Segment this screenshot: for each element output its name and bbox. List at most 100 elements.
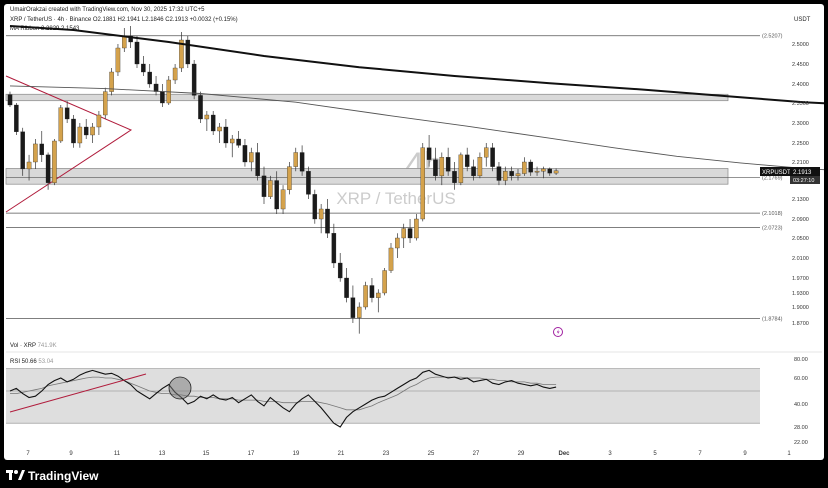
badge-symbol: XRPUSDT: [762, 170, 791, 176]
candle: [33, 139, 38, 169]
candle-body: [109, 71, 114, 92]
time-tick-label: 15: [203, 451, 210, 457]
candle-body: [191, 63, 197, 96]
candle: [337, 253, 343, 282]
candle-body: [369, 285, 375, 298]
time-tick-label: 7: [698, 451, 702, 457]
candle: [312, 189, 318, 224]
candle-body: [14, 104, 19, 132]
badge-countdown: 03:27:10: [793, 178, 814, 184]
rsi-circle-annotation: [168, 376, 192, 400]
candle-body: [39, 143, 45, 156]
candle-body: [128, 35, 133, 43]
candle: [109, 68, 114, 96]
candle: [344, 268, 349, 303]
candle: [464, 147, 470, 172]
time-tick-label: 21: [338, 451, 345, 457]
candle: [236, 131, 241, 148]
candle-body: [52, 140, 57, 183]
candle-body: [541, 168, 546, 172]
candle: [490, 143, 495, 172]
candle-body: [401, 228, 406, 239]
candle: [534, 166, 540, 176]
candle-body: [306, 171, 311, 195]
candle: [39, 131, 45, 162]
zone-0: [5, 93, 729, 102]
time-tick-label: Dec: [558, 451, 570, 457]
candle-body: [217, 126, 222, 132]
price-tick-label: 2.2500: [792, 141, 809, 147]
candle-body: [483, 147, 489, 158]
time-tick-label: 1: [787, 451, 791, 457]
price-chart-svg[interactable]: 4h XRP / TetherUS (2.5207)(2.1769)(2.101…: [4, 4, 824, 460]
candle-body: [204, 114, 210, 120]
candle: [179, 32, 184, 72]
candle-body: [268, 180, 273, 197]
time-tick-label: 9: [69, 451, 73, 457]
candle: [376, 289, 381, 313]
candle: [528, 159, 533, 176]
candle-body: [395, 237, 400, 249]
candle-body: [382, 270, 387, 294]
candle: [369, 278, 375, 303]
candle-body: [407, 228, 413, 239]
candle-body: [287, 166, 292, 190]
ma-slow-line: [9, 85, 824, 171]
candle-body: [64, 107, 70, 120]
candle: [58, 105, 64, 143]
candle-body: [249, 152, 254, 163]
vol-text: Vol · XRP: [10, 343, 36, 349]
candle: [147, 64, 152, 88]
candle-body: [103, 91, 108, 116]
candle: [350, 285, 356, 323]
candle: [204, 111, 210, 131]
candle-body: [185, 39, 191, 65]
candle: [496, 162, 502, 186]
candle: [14, 103, 19, 135]
price-tick-label: 2.4500: [792, 62, 809, 68]
candle-body: [458, 154, 464, 183]
candle-body: [388, 247, 394, 271]
candle: [293, 147, 298, 172]
candle-body: [420, 147, 425, 220]
candle-body: [534, 171, 540, 173]
symbol-line: XRP / TetherUS · 4h · Binance O2.1881 H2…: [10, 17, 238, 23]
candle-body: [414, 218, 419, 239]
candle: [7, 91, 13, 107]
candle-body: [90, 126, 95, 136]
candle: [210, 111, 216, 135]
rsi-line: [9, 369, 557, 428]
candle: [452, 162, 457, 190]
chart-panel: UmairOrakzai created with TradingView.co…: [4, 4, 824, 460]
candle: [287, 162, 292, 195]
candle: [217, 123, 222, 143]
candle: [477, 152, 483, 179]
candle-body: [318, 208, 324, 220]
level-label-4: (1.8784): [762, 317, 783, 323]
candle: [223, 119, 229, 148]
rsi-trendline: [9, 373, 147, 413]
vol-value: 741.9K: [37, 343, 57, 349]
candle-body: [477, 157, 483, 177]
candle-body: [83, 126, 89, 136]
candle-body: [547, 168, 553, 174]
candle-body: [445, 157, 451, 172]
candle: [141, 56, 146, 76]
candle-body: [356, 306, 362, 318]
ohlc-text: O2.1881 H2.1941 L2.1846 C2.1913 +0.0032 …: [92, 17, 238, 23]
candle: [414, 214, 419, 241]
candle-body: [331, 233, 337, 264]
candle: [90, 123, 95, 143]
candle-body: [33, 143, 38, 163]
candle: [280, 185, 286, 214]
candle: [401, 223, 406, 248]
candle-body: [141, 63, 146, 73]
price-tick-label: 2.3000: [792, 121, 809, 127]
candle-body: [503, 171, 508, 181]
lightning-icon[interactable]: [553, 327, 563, 337]
candle-body: [337, 262, 343, 279]
candle: [515, 168, 521, 181]
candle: [363, 281, 368, 310]
zone-1: [5, 168, 729, 185]
